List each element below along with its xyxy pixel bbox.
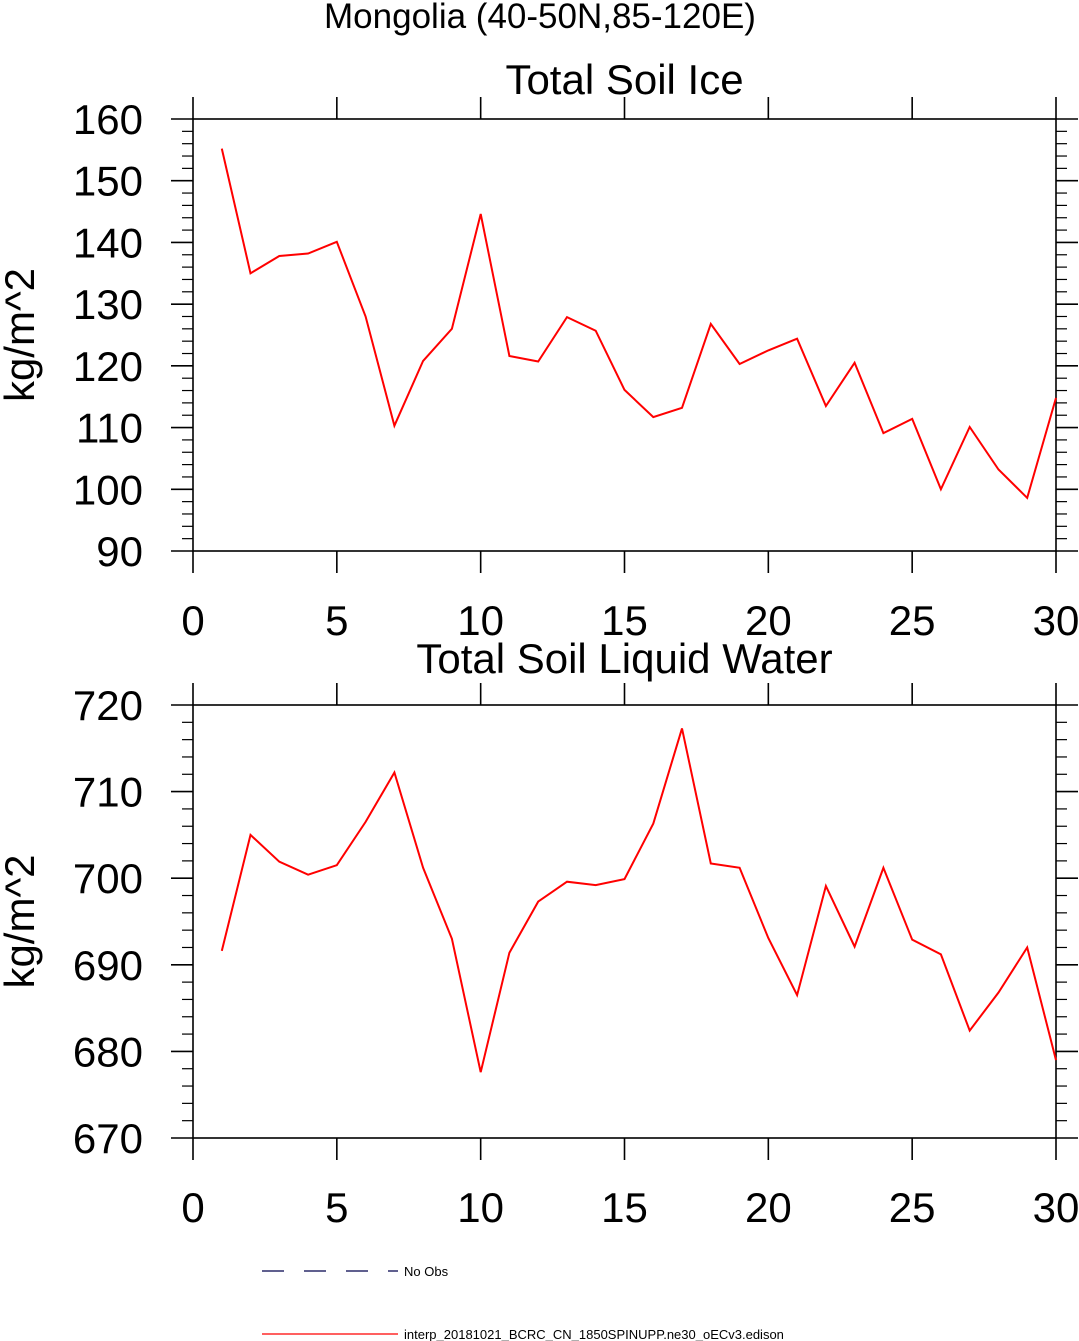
x-tick-label: 0: [181, 1184, 204, 1231]
x-tick-label: 25: [889, 1184, 936, 1231]
y-tick-label: 120: [73, 343, 143, 390]
x-tick-label: 30: [1033, 597, 1079, 644]
plot-frame: [192, 704, 1057, 1139]
y-tick-label: 680: [73, 1028, 143, 1075]
chart-title: Total Soil Liquid Water: [416, 635, 832, 682]
x-tick-label: 15: [601, 1184, 648, 1231]
figure-title: Mongolia (40-50N,85-120E): [324, 0, 756, 36]
legend: No Obs interp_20181021_BCRC_CN_1850SPINUP…: [262, 1264, 784, 1341]
series-line: [220, 728, 1057, 1073]
y-axis-label: kg/m^2: [0, 268, 43, 402]
x-tick-label: 20: [745, 1184, 792, 1231]
x-tick-label: 0: [181, 597, 204, 644]
y-tick-label: 110: [76, 405, 143, 452]
y-tick-label: 690: [73, 942, 143, 989]
x-tick-label: 20: [745, 597, 792, 644]
y-tick-label: 130: [73, 281, 143, 328]
plot-frame: [192, 118, 1057, 552]
x-tick-label: 10: [457, 1184, 504, 1231]
x-tick-label: 15: [601, 597, 648, 644]
y-axis-label: kg/m^2: [0, 854, 43, 988]
chart-title: Total Soil Ice: [505, 56, 743, 103]
y-tick-label: 160: [73, 96, 143, 143]
y-tick-label: 150: [73, 158, 143, 205]
y-tick-label: 670: [73, 1115, 143, 1162]
chart-panel: Total Soil Liquid Water kg/m^2 0 5 10 15 20 25 3…: [0, 635, 1079, 1231]
series-line: [220, 148, 1057, 500]
y-tick-label: 720: [73, 682, 143, 729]
y-tick-label: 100: [73, 466, 143, 513]
legend-label: interp_20181021_BCRC_CN_1850SPINUPP.ne30…: [404, 1327, 784, 1341]
y-tick-label: 700: [73, 855, 143, 902]
x-tick-label: 25: [889, 597, 936, 644]
chart-panel: Total Soil Ice kg/m^2 0 5 10 15 20 25 30 90 100 110…: [0, 56, 1079, 644]
y-tick-label: 90: [96, 528, 143, 575]
y-tick-label: 710: [73, 769, 143, 816]
legend-label: No Obs: [404, 1264, 449, 1279]
x-tick-label: 30: [1033, 1184, 1079, 1231]
y-tick-label: 140: [73, 219, 143, 266]
x-tick-label: 5: [325, 597, 348, 644]
x-tick-label: 5: [325, 1184, 348, 1231]
x-tick-label: 10: [457, 597, 504, 644]
